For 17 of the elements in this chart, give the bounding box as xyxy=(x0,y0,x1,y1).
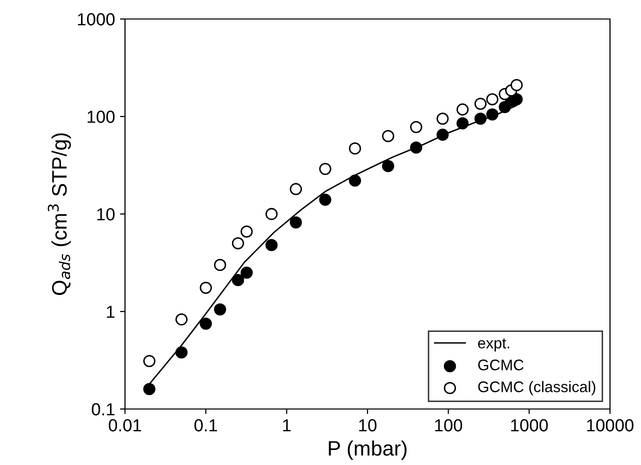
x-tick-label: 0.01 xyxy=(108,419,142,432)
y-axis-title: Q$_{ads}$ (cm$^{3}$ STP/g) xyxy=(48,133,71,295)
x-tick-label: 1000 xyxy=(511,419,548,432)
x-axis-title: P (mbar) xyxy=(328,440,407,460)
y-tick-label: 1 xyxy=(106,306,114,318)
y-tick-label: 1000 xyxy=(78,13,115,26)
x-tick-label: 0.1 xyxy=(194,419,218,432)
x-tick-label: 100 xyxy=(435,419,462,432)
x-tick-label: 10000 xyxy=(587,419,634,432)
legend-label: GCMC xyxy=(478,360,524,370)
legend-label: expt. xyxy=(478,338,510,352)
x-tick-label: 10 xyxy=(359,419,376,432)
x-tick-label: 1 xyxy=(283,419,291,432)
y-tick-label: 10 xyxy=(97,208,115,220)
y-tick-label: 0.1 xyxy=(92,403,114,416)
y-tick-label: 100 xyxy=(88,110,115,123)
legend-label: GCMC (classical) xyxy=(478,381,596,396)
